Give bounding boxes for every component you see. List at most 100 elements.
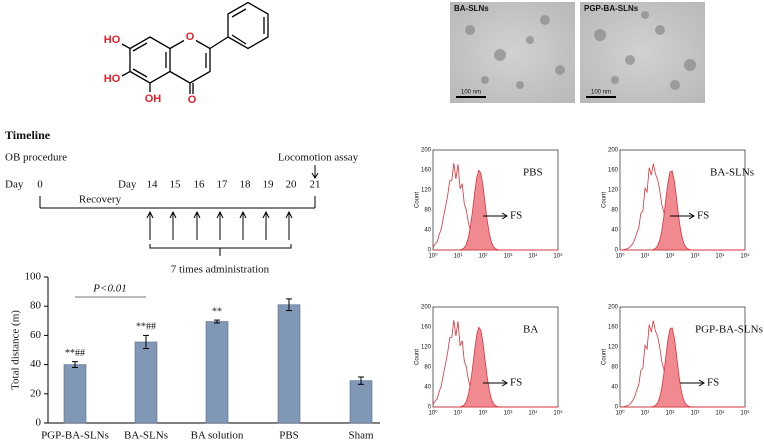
y-tick-label: 160 xyxy=(421,325,432,331)
x-tick-label: 10¹ xyxy=(454,254,463,260)
x-tick-label: 10¹ xyxy=(641,411,650,417)
annotation: ** xyxy=(212,306,222,317)
y-tick-label: 60 xyxy=(30,329,42,341)
x-tick-label: 10³ xyxy=(691,411,700,417)
scale-label: 100 nm xyxy=(461,90,481,96)
histogram-treated xyxy=(433,326,558,408)
day-label: Day xyxy=(118,179,137,191)
y-tick-label: 40 xyxy=(30,358,42,370)
dose-arrows xyxy=(146,210,293,240)
y-tick-label: 0 xyxy=(615,248,619,254)
x-tick-label: 10¹ xyxy=(454,411,463,417)
event-label: OB procedure xyxy=(5,152,67,164)
y-tick-label: 40 xyxy=(611,385,618,391)
micrograph xyxy=(450,2,575,103)
y-tick-label: 80 xyxy=(30,300,42,312)
x-tick-label: PBS xyxy=(279,430,299,442)
panel-label: BA-SLNs xyxy=(710,167,754,179)
x-tick-label: 10⁵ xyxy=(740,410,750,417)
histogram-control xyxy=(432,320,558,408)
day: 14 xyxy=(147,179,159,191)
histogram-frame xyxy=(619,149,746,251)
day: 0 xyxy=(37,179,43,191)
y-axis-title: Count xyxy=(415,349,421,365)
x-tick-label: 10² xyxy=(666,411,675,417)
atom-label: HO xyxy=(104,34,121,46)
x-tick-label: 10⁰ xyxy=(615,410,625,417)
x-tick-label: 10² xyxy=(666,254,675,260)
bar xyxy=(63,364,87,424)
y-tick-label: 160 xyxy=(608,325,619,331)
x-tick-label: 10⁵ xyxy=(553,410,563,417)
x-tick-label: 10² xyxy=(479,411,488,417)
treatment-label: 7 times administration xyxy=(171,264,270,276)
y-axis-title: Total distance (m) xyxy=(10,310,22,390)
timeline-axis xyxy=(39,165,319,256)
annotation: **## xyxy=(65,348,85,359)
x-tick-label: PGP-BA-SLNs xyxy=(41,430,109,442)
scale-label: 100 nm xyxy=(591,90,611,96)
x-tick-label: BA solution xyxy=(191,430,244,442)
y-tick-label: 160 xyxy=(608,168,619,174)
arrow-head xyxy=(146,210,154,219)
panel-label: PBS xyxy=(523,167,543,179)
y-axis-title: Count xyxy=(415,192,421,208)
bar xyxy=(205,321,229,424)
panel-label: PGP-BA-SLNs xyxy=(695,324,763,336)
y-axis-title: Count xyxy=(602,349,608,365)
y-tick-label: 200 xyxy=(608,305,619,311)
day: 16 xyxy=(194,179,206,191)
timeline-title: Timeline xyxy=(5,128,51,142)
day: 19 xyxy=(263,179,275,191)
arrow-head xyxy=(193,210,201,219)
histogram-frame xyxy=(432,306,559,408)
y-tick-label: 40 xyxy=(424,228,431,234)
y-axis-title: Count xyxy=(602,192,608,208)
y-tick-label: 80 xyxy=(424,365,431,371)
arrow-head xyxy=(169,210,177,219)
x-tick-label: 10⁴ xyxy=(528,253,538,260)
atom-label: O xyxy=(188,94,197,106)
y-tick-label: 120 xyxy=(421,188,432,194)
y-tick-label: 80 xyxy=(424,208,431,214)
y-tick-label: 40 xyxy=(424,385,431,391)
y-tick-label: 80 xyxy=(611,365,618,371)
x-tick-label: 10¹ xyxy=(641,254,650,260)
x-tick-label: 10⁰ xyxy=(428,253,438,260)
fs-arrow-head xyxy=(501,379,508,387)
error-bar xyxy=(72,361,78,369)
day-label: Day xyxy=(5,179,24,191)
x-tick-label: 10³ xyxy=(691,254,700,260)
arrow-head xyxy=(239,210,247,219)
fs-label: FS xyxy=(510,210,522,222)
y-tick-label: 100 xyxy=(25,271,42,283)
error-bar xyxy=(286,298,292,312)
phase-label: Recovery xyxy=(79,194,122,206)
y-tick-label: 160 xyxy=(421,168,432,174)
y-tick-label: 120 xyxy=(608,188,619,194)
arrow-head xyxy=(216,210,224,219)
day: 15 xyxy=(170,179,182,191)
y-tick-label: 200 xyxy=(421,148,432,154)
day: 21 xyxy=(310,179,321,191)
fs-label: FS xyxy=(697,210,709,222)
panel-label: BA xyxy=(523,324,538,336)
x-tick-label: 10⁰ xyxy=(615,253,625,260)
y-tick-label: 200 xyxy=(608,148,619,154)
histogram-frame xyxy=(619,306,746,408)
atom-label: O xyxy=(186,31,195,43)
y-tick-label: 120 xyxy=(608,345,619,351)
y-tick-label: 20 xyxy=(30,387,42,399)
x-tick-label: 10³ xyxy=(504,411,513,417)
x-tick-label: 10⁵ xyxy=(553,253,563,260)
molecule xyxy=(121,1,269,94)
arrow-head xyxy=(262,210,270,219)
histogram-treated xyxy=(620,327,745,408)
y-tick-label: 200 xyxy=(421,305,432,311)
x-tick-label: BA-SLNs xyxy=(124,430,168,442)
x-tick-label: 10⁴ xyxy=(528,410,538,417)
significance-label: P<0.01 xyxy=(92,283,126,295)
x-tick-label: 10² xyxy=(479,254,488,260)
error-bar xyxy=(214,319,220,324)
